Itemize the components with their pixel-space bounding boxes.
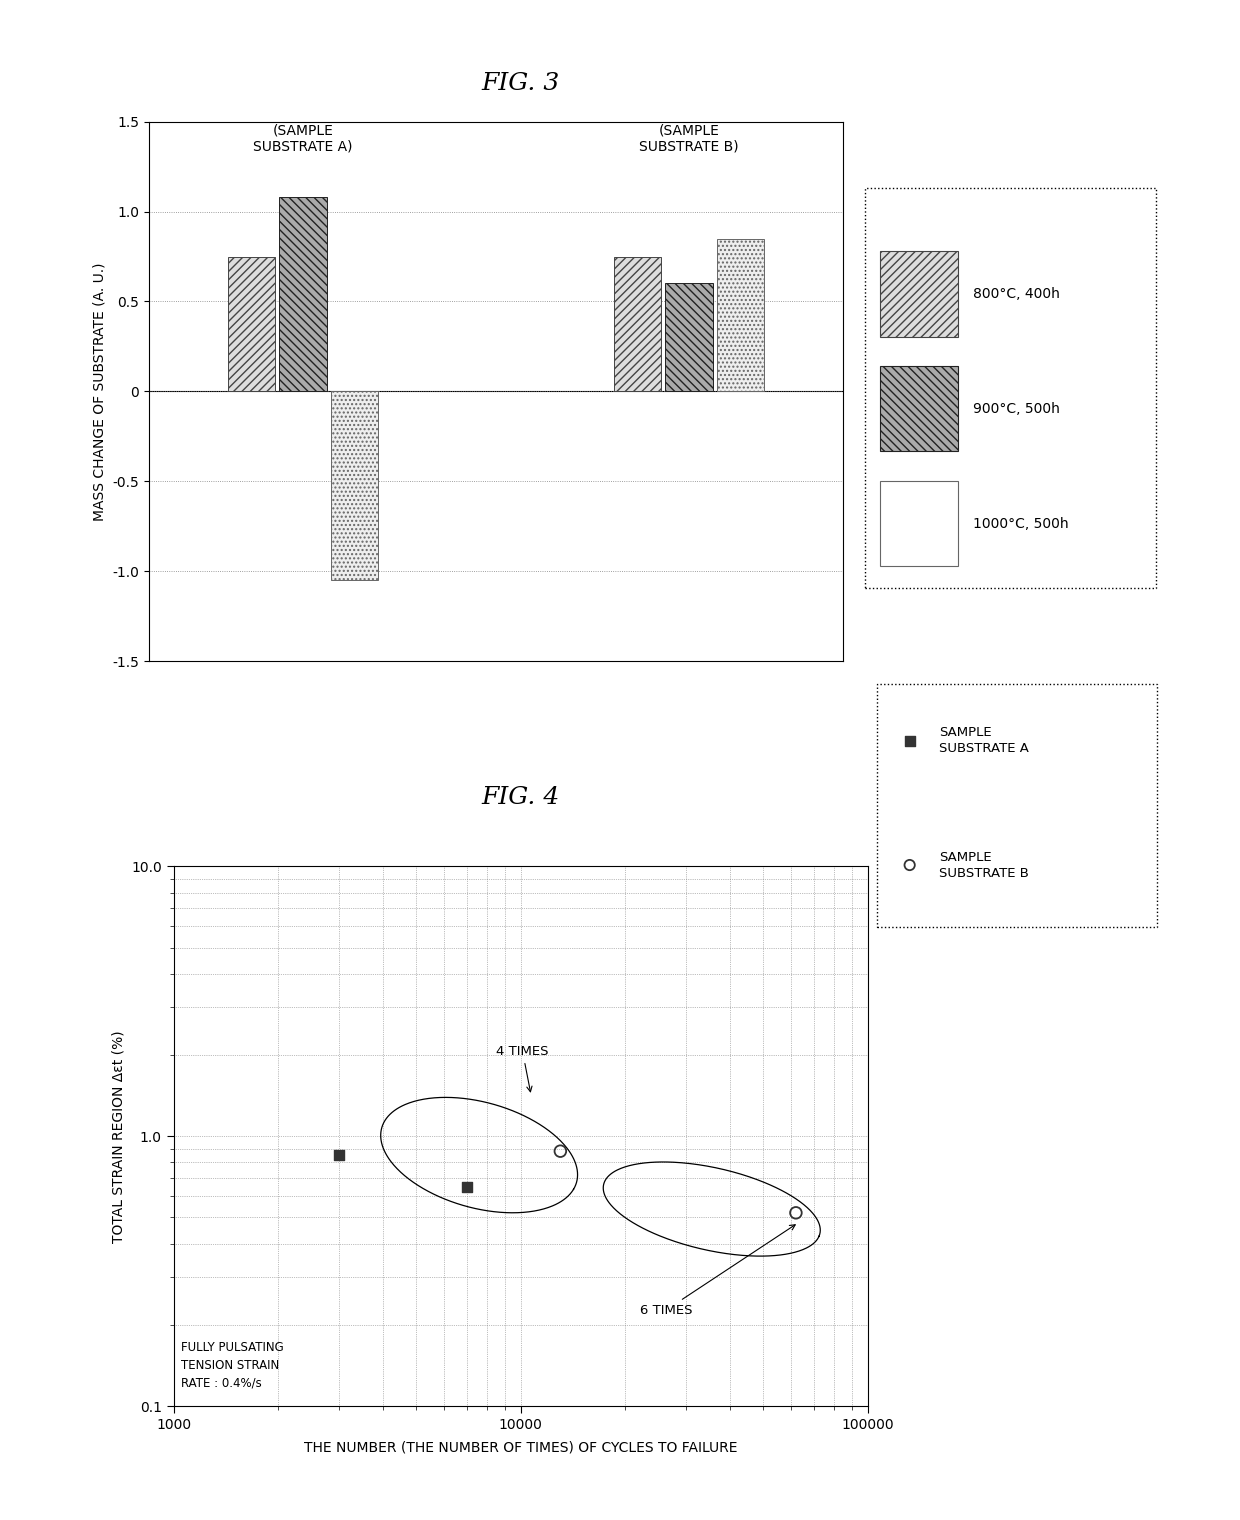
FancyBboxPatch shape xyxy=(877,684,1157,927)
Bar xyxy=(880,366,957,451)
Bar xyxy=(880,251,957,336)
Text: FIG. 4: FIG. 4 xyxy=(481,786,560,810)
Point xyxy=(900,730,920,754)
Text: FIG. 3: FIG. 3 xyxy=(481,71,560,96)
Text: 6 TIMES: 6 TIMES xyxy=(640,1225,795,1316)
Bar xyxy=(717,239,764,392)
Bar xyxy=(228,257,275,392)
Point xyxy=(330,1143,350,1167)
Text: FULLY PULSATING
TENSION STRAIN
RATE : 0.4%/s: FULLY PULSATING TENSION STRAIN RATE : 0.… xyxy=(181,1341,284,1389)
Text: SAMPLE
SUBSTRATE B: SAMPLE SUBSTRATE B xyxy=(940,851,1029,880)
Bar xyxy=(665,283,713,392)
Text: 800°C, 400h: 800°C, 400h xyxy=(973,287,1060,301)
Point xyxy=(551,1138,570,1163)
Text: (SAMPLE
SUBSTRATE B): (SAMPLE SUBSTRATE B) xyxy=(639,123,739,154)
Text: 900°C, 500h: 900°C, 500h xyxy=(973,401,1060,416)
Point xyxy=(458,1175,477,1199)
Text: 1000°C, 500h: 1000°C, 500h xyxy=(973,517,1069,530)
Point xyxy=(900,853,920,877)
Y-axis label: MASS CHANGE OF SUBSTRATE (A. U.): MASS CHANGE OF SUBSTRATE (A. U.) xyxy=(93,261,107,521)
Text: SAMPLE
SUBSTRATE A: SAMPLE SUBSTRATE A xyxy=(940,727,1029,755)
X-axis label: THE NUMBER (THE NUMBER OF TIMES) OF CYCLES TO FAILURE: THE NUMBER (THE NUMBER OF TIMES) OF CYCL… xyxy=(304,1439,738,1455)
Bar xyxy=(880,482,957,567)
Y-axis label: TOTAL STRAIN REGION Δεt (%): TOTAL STRAIN REGION Δεt (%) xyxy=(112,1031,125,1242)
FancyBboxPatch shape xyxy=(864,187,1156,588)
Bar xyxy=(331,392,378,581)
Bar xyxy=(279,198,327,392)
Point xyxy=(786,1201,806,1225)
Text: 4 TIMES: 4 TIMES xyxy=(496,1044,549,1091)
Text: (SAMPLE
SUBSTRATE A): (SAMPLE SUBSTRATE A) xyxy=(253,123,353,154)
Bar xyxy=(614,257,661,392)
